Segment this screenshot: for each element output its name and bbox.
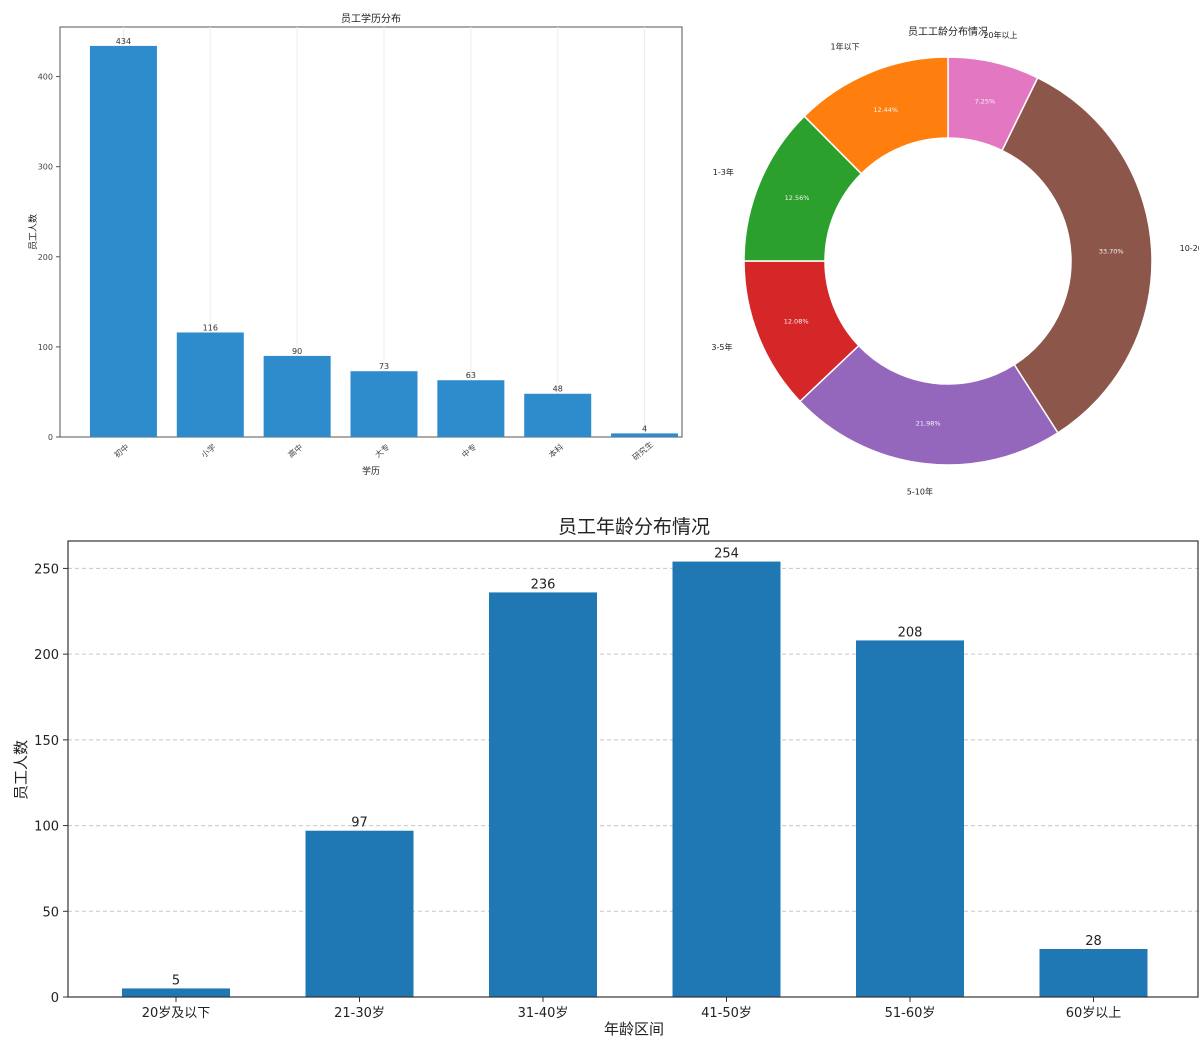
age-x-axis-label: 年龄区间: [604, 1020, 664, 1038]
edu-chart-title: 员工学历分布: [341, 12, 401, 25]
tenure-slice-label: 1-3年: [713, 167, 734, 177]
age-bar-value-label: 28: [1085, 934, 1102, 949]
tenure-donut-slice: [803, 56, 949, 175]
age-bar-value-label: 97: [351, 816, 368, 831]
age-bar-value-label: 208: [898, 625, 923, 640]
edu-bar-value-label: 90: [292, 347, 302, 356]
age-ytick-label: 0: [51, 991, 59, 1006]
edu-ytick-label: 100: [38, 343, 53, 352]
age-xtick-label: 41-50岁: [701, 1006, 752, 1021]
age-bar-value-label: 236: [531, 577, 556, 592]
age-bar: [305, 830, 414, 997]
tenure-slice-label: 10-204: [1180, 244, 1199, 253]
age-bar-value-label: 5: [172, 973, 180, 988]
age-xtick-label: 51-60岁: [885, 1006, 936, 1021]
edu-bar-value-label: 434: [116, 37, 131, 46]
age-ytick-label: 150: [34, 734, 59, 749]
age-plot-frame: [67, 540, 1199, 998]
edu-ytick-label: 200: [38, 253, 53, 262]
edu-bar-value-label: 116: [203, 323, 218, 332]
edu-ytick-label: 400: [38, 73, 53, 82]
age-chart-title: 员工年龄分布情况: [558, 516, 710, 538]
tenure-chart-title: 员工工龄分布情况: [908, 25, 988, 38]
age-bar: [672, 561, 781, 997]
age-ytick-label: 50: [42, 905, 59, 920]
edu-bar: [437, 380, 505, 437]
edu-x-axis-label: 学历: [362, 465, 380, 477]
tenure-slice-label: 5-10年: [907, 486, 933, 496]
edu-y-axis-label: 员工人数: [27, 214, 39, 250]
age-ytick-label: 200: [34, 648, 59, 663]
age-xtick-label: 21-30岁: [334, 1006, 385, 1021]
edu-bar: [524, 393, 592, 437]
age-ytick-label: 250: [34, 562, 59, 577]
edu-plot-area: [59, 26, 683, 438]
age-xtick-label: 60岁以上: [1066, 1006, 1122, 1021]
tenure-slice-label: 3-5年: [711, 342, 732, 352]
age-bar-value-label: 254: [714, 547, 739, 562]
age-xtick-label: 20岁及以下: [142, 1006, 211, 1021]
tenure-slice-percent-label: 33.70%: [1099, 248, 1124, 256]
edu-bar-value-label: 48: [553, 385, 563, 394]
edu-bar: [89, 45, 157, 438]
tenure-slice-percent-label: 7.25%: [975, 98, 996, 106]
edu-ytick-label: 300: [38, 163, 53, 172]
edu-bar: [176, 332, 244, 437]
age-bar: [856, 640, 964, 997]
tenure-slice-label: 1年以下: [831, 41, 860, 51]
edu-bar-value-label: 73: [379, 362, 389, 371]
age-bar: [1039, 949, 1148, 997]
tenure-slice-percent-label: 12.08%: [784, 318, 809, 326]
age-y-axis-label: 员工人数: [12, 740, 30, 800]
tenure-slice-percent-label: 21.98%: [916, 419, 941, 427]
age-ytick-label: 100: [34, 820, 59, 835]
edu-bar: [350, 371, 418, 437]
edu-bar: [263, 355, 331, 437]
edu-bar: [611, 433, 679, 437]
age-bar: [122, 988, 230, 997]
age-xtick-label: 31-40岁: [518, 1006, 569, 1021]
tenure-slice-label: 20年以上: [983, 30, 1017, 40]
edu-bar-value-label: 4: [642, 424, 647, 433]
tenure-slice-percent-label: 12.56%: [785, 194, 810, 202]
tenure-slice-percent-label: 12.44%: [873, 106, 898, 114]
tenure-donut-slice: [1001, 76, 1153, 434]
edu-bar-value-label: 63: [466, 371, 476, 380]
age-bar: [489, 592, 597, 997]
tenure-donut-slice: [798, 344, 1059, 466]
edu-ytick-label: 0: [48, 433, 53, 442]
